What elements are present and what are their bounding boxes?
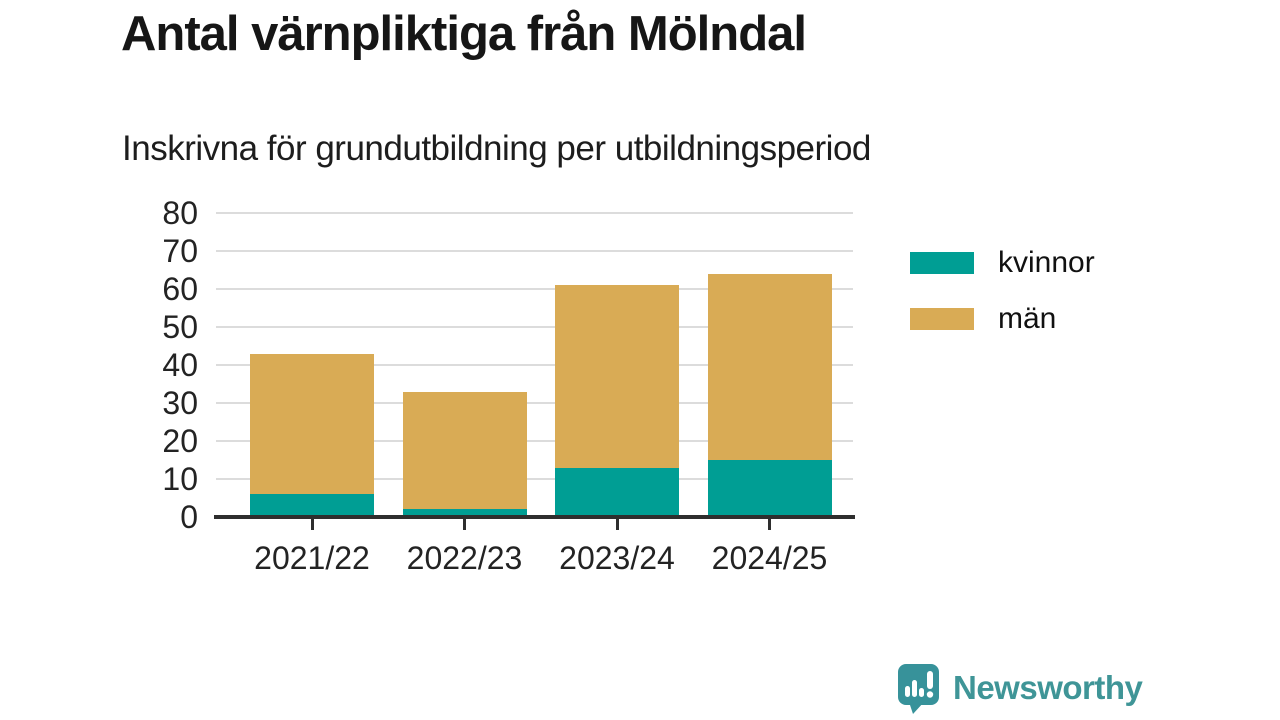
gridline	[216, 326, 853, 328]
y-axis-tick-label: 20	[162, 423, 198, 459]
x-axis-tick-label: 2022/23	[406, 540, 523, 576]
y-axis-tick-label: 70	[162, 233, 198, 269]
bar-segment	[250, 494, 374, 517]
y-axis-tick-label: 60	[162, 271, 198, 307]
gridline	[216, 402, 853, 404]
branding-footer: Newsworthy	[897, 662, 1143, 714]
bar-segment	[402, 391, 527, 510]
legend-swatch	[910, 308, 974, 330]
gridline	[216, 212, 853, 214]
bar-segment	[555, 285, 679, 468]
gridline	[216, 250, 853, 252]
x-axis-tick	[768, 519, 771, 530]
x-axis-tick	[463, 519, 466, 530]
legend-item: män	[910, 304, 1095, 334]
chart-title: Antal värnpliktiga från Mölndal	[121, 7, 807, 61]
bar-segment	[555, 467, 679, 517]
y-axis-tick-label: 40	[162, 347, 198, 383]
legend-label: män	[998, 302, 1057, 335]
bar-segment	[402, 509, 527, 517]
x-axis-tick	[310, 519, 314, 530]
bar-segment	[250, 353, 374, 495]
bar-segment	[707, 460, 832, 517]
branding-logo-text: Newsworthy	[953, 669, 1143, 706]
legend-item: kvinnor	[910, 248, 1095, 278]
gridline	[216, 440, 853, 442]
y-axis-tick-label: 30	[162, 385, 198, 421]
legend-label: kvinnor	[998, 246, 1095, 279]
x-axis-tick-label: 2024/25	[711, 540, 828, 576]
y-axis-tick-label: 50	[162, 309, 198, 345]
gridline	[216, 364, 853, 366]
y-axis-tick-label: 0	[180, 499, 198, 535]
bar-segment	[707, 273, 832, 460]
legend-swatch	[910, 252, 974, 274]
plot-area	[216, 212, 853, 517]
x-axis-tick	[615, 519, 619, 530]
chart-subtitle: Inskrivna för grundutbildning per utbild…	[122, 129, 871, 168]
gridline	[216, 288, 853, 290]
y-axis-tick-label: 80	[162, 195, 198, 231]
x-axis-tick-label: 2021/22	[254, 540, 370, 576]
gridline	[216, 478, 853, 480]
y-axis-tick-label: 10	[162, 461, 198, 497]
x-axis-tick-label: 2023/24	[559, 540, 675, 576]
x-axis-line	[214, 515, 855, 519]
legend: kvinnor män	[910, 248, 1095, 360]
newsworthy-logo-icon	[898, 664, 939, 714]
